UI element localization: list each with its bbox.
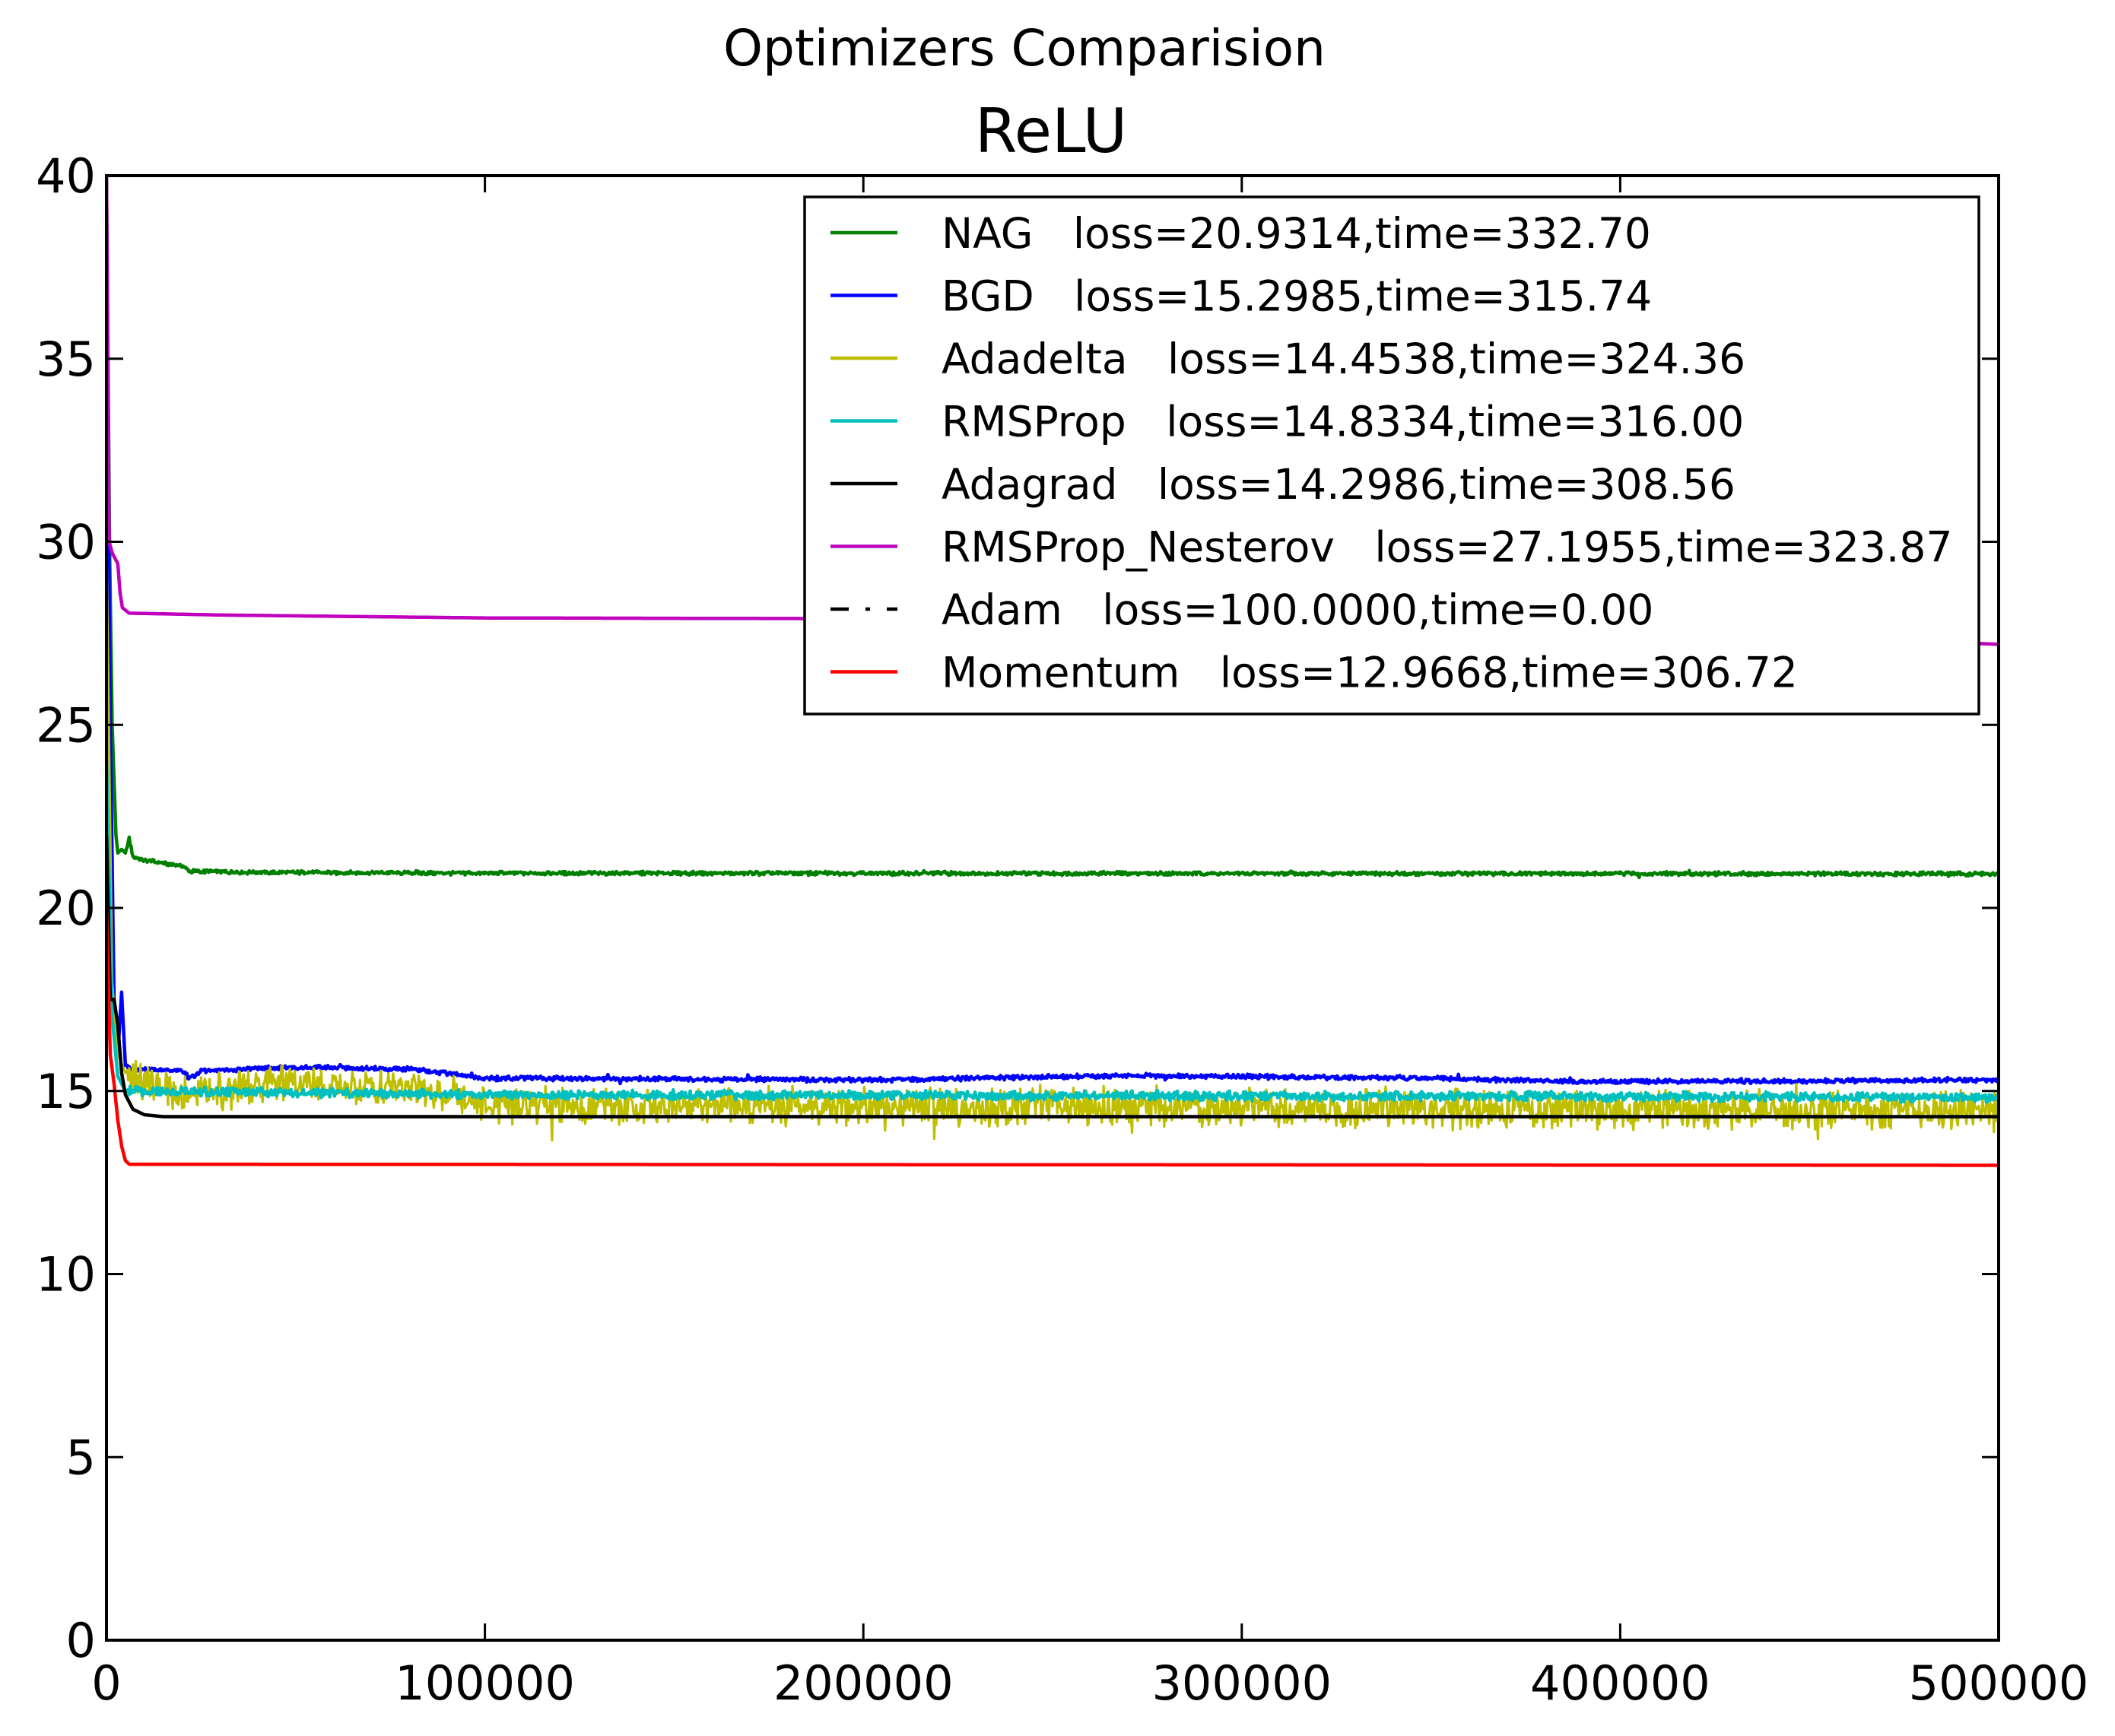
chart-suptitle: Optimizers Comparision xyxy=(723,19,1326,78)
legend-label-adadelta: Adadelta loss=14.4538,time=324.36 xyxy=(942,335,1745,383)
y-tick-label: 10 xyxy=(36,1247,96,1303)
y-tick-label: 0 xyxy=(66,1613,96,1668)
x-tick-label: 500000 xyxy=(1909,1655,2089,1711)
legend-label-rmsprop-nesterov: RMSProp_Nesterov loss=27.1955,time=323.8… xyxy=(942,523,1952,572)
x-tick-label: 300000 xyxy=(1151,1655,1332,1711)
y-tick-label: 40 xyxy=(36,148,96,204)
y-tick-label: 30 xyxy=(36,515,96,570)
legend-frame xyxy=(803,195,1980,716)
y-tick-label: 35 xyxy=(36,332,96,387)
axis-ticks: 0 100000 200000 300000 400000 500000 0 5 10 15 20 2… xyxy=(36,148,2088,1711)
x-tick-label: 200000 xyxy=(773,1655,954,1711)
legend-label-bgd: BGD loss=15.2985,time=315.74 xyxy=(942,272,1652,321)
series-line-nag xyxy=(106,176,1999,880)
chart-title: ReLU xyxy=(975,96,1127,167)
legend-label-rmsprop: RMSProp loss=14.8334,time=316.00 xyxy=(942,398,1744,446)
x-tick-label: 100000 xyxy=(395,1655,575,1711)
y-tick-label: 20 xyxy=(36,881,96,936)
legend-label-adam: Adam loss=100.0000,time=0.00 xyxy=(942,586,1653,634)
x-tick-label: 400000 xyxy=(1530,1655,1710,1711)
series-line-bgd xyxy=(106,249,1999,1086)
series-line-momentum xyxy=(106,907,1999,1167)
y-tick-label: 25 xyxy=(36,697,96,753)
legend-label-momentum: Momentum loss=12.9668,time=306.72 xyxy=(942,649,1798,697)
legend: NAG loss=20.9314,time=332.70 BGD loss=15.… xyxy=(803,195,1980,716)
y-tick-label: 5 xyxy=(66,1430,96,1485)
legend-label-nag: NAG loss=20.9314,time=332.70 xyxy=(942,209,1651,258)
series-line-adagrad xyxy=(106,834,1999,1119)
series-line-rmsprop xyxy=(106,761,1999,1104)
legend-label-adagrad: Adagrad loss=14.2986,time=308.56 xyxy=(942,460,1736,509)
y-tick-label: 15 xyxy=(36,1064,96,1119)
x-tick-label: 0 xyxy=(91,1655,121,1711)
